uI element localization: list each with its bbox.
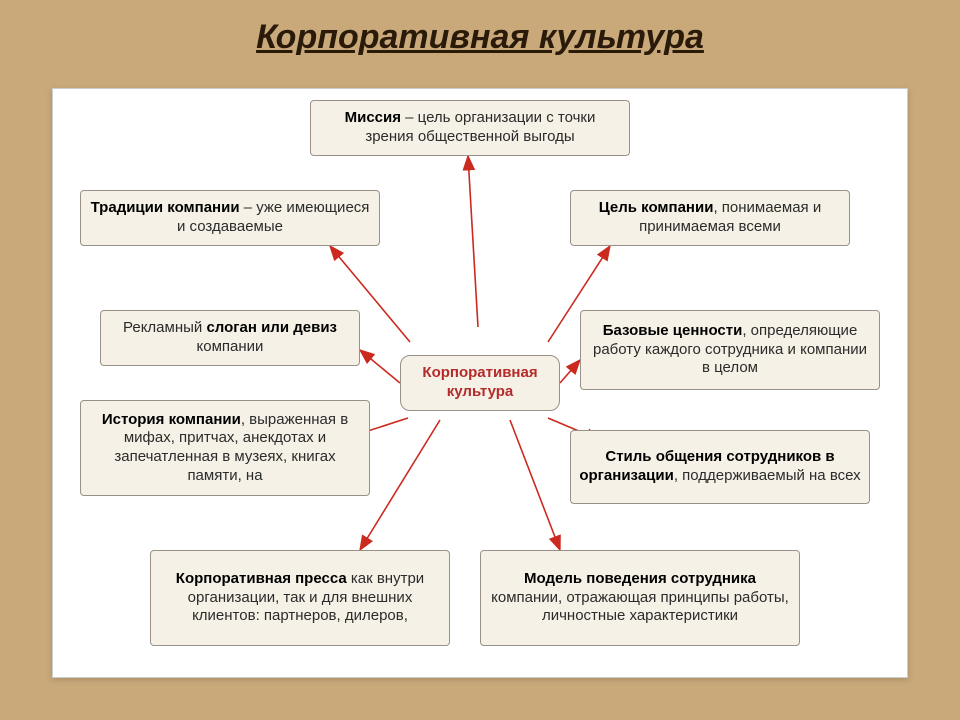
page-title: Корпоративная культура: [0, 18, 960, 57]
node-text: История компании, выраженная в мифах, пр…: [89, 411, 361, 486]
node-press: Корпоративная пресса как внутри организа…: [150, 550, 450, 646]
node-text: Корпоративная пресса как внутри организа…: [159, 570, 441, 626]
node-values: Базовые ценности, определяющие работу ка…: [580, 310, 880, 390]
node-traditions: Традиции компании – уже имеющиеся и созд…: [80, 190, 380, 246]
node-text: Рекламный слоган или девиз компании: [109, 319, 351, 357]
node-text: Традиции компании – уже имеющиеся и созд…: [89, 199, 371, 237]
slide-root: Корпоративная культура Корпоративная кул…: [0, 0, 960, 720]
node-behavior: Модель поведения сотрудника компании, от…: [480, 550, 800, 646]
node-text: Миссия – цель организации с точки зрения…: [319, 109, 621, 147]
node-mission: Миссия – цель организации с точки зрения…: [310, 100, 630, 156]
node-text: Базовые ценности, определяющие работу ка…: [589, 322, 871, 378]
node-text: Цель компании, понимаемая и принимаемая …: [579, 199, 841, 237]
node-history: История компании, выраженная в мифах, пр…: [80, 400, 370, 496]
center-node: Корпоративная культура: [400, 355, 560, 411]
node-commstyle: Стиль общения сотрудников в организации,…: [570, 430, 870, 504]
node-goal: Цель компании, понимаемая и принимаемая …: [570, 190, 850, 246]
node-slogan: Рекламный слоган или девиз компании: [100, 310, 360, 366]
node-text: Стиль общения сотрудников в организации,…: [579, 448, 861, 486]
node-text: Модель поведения сотрудника компании, от…: [489, 570, 791, 626]
